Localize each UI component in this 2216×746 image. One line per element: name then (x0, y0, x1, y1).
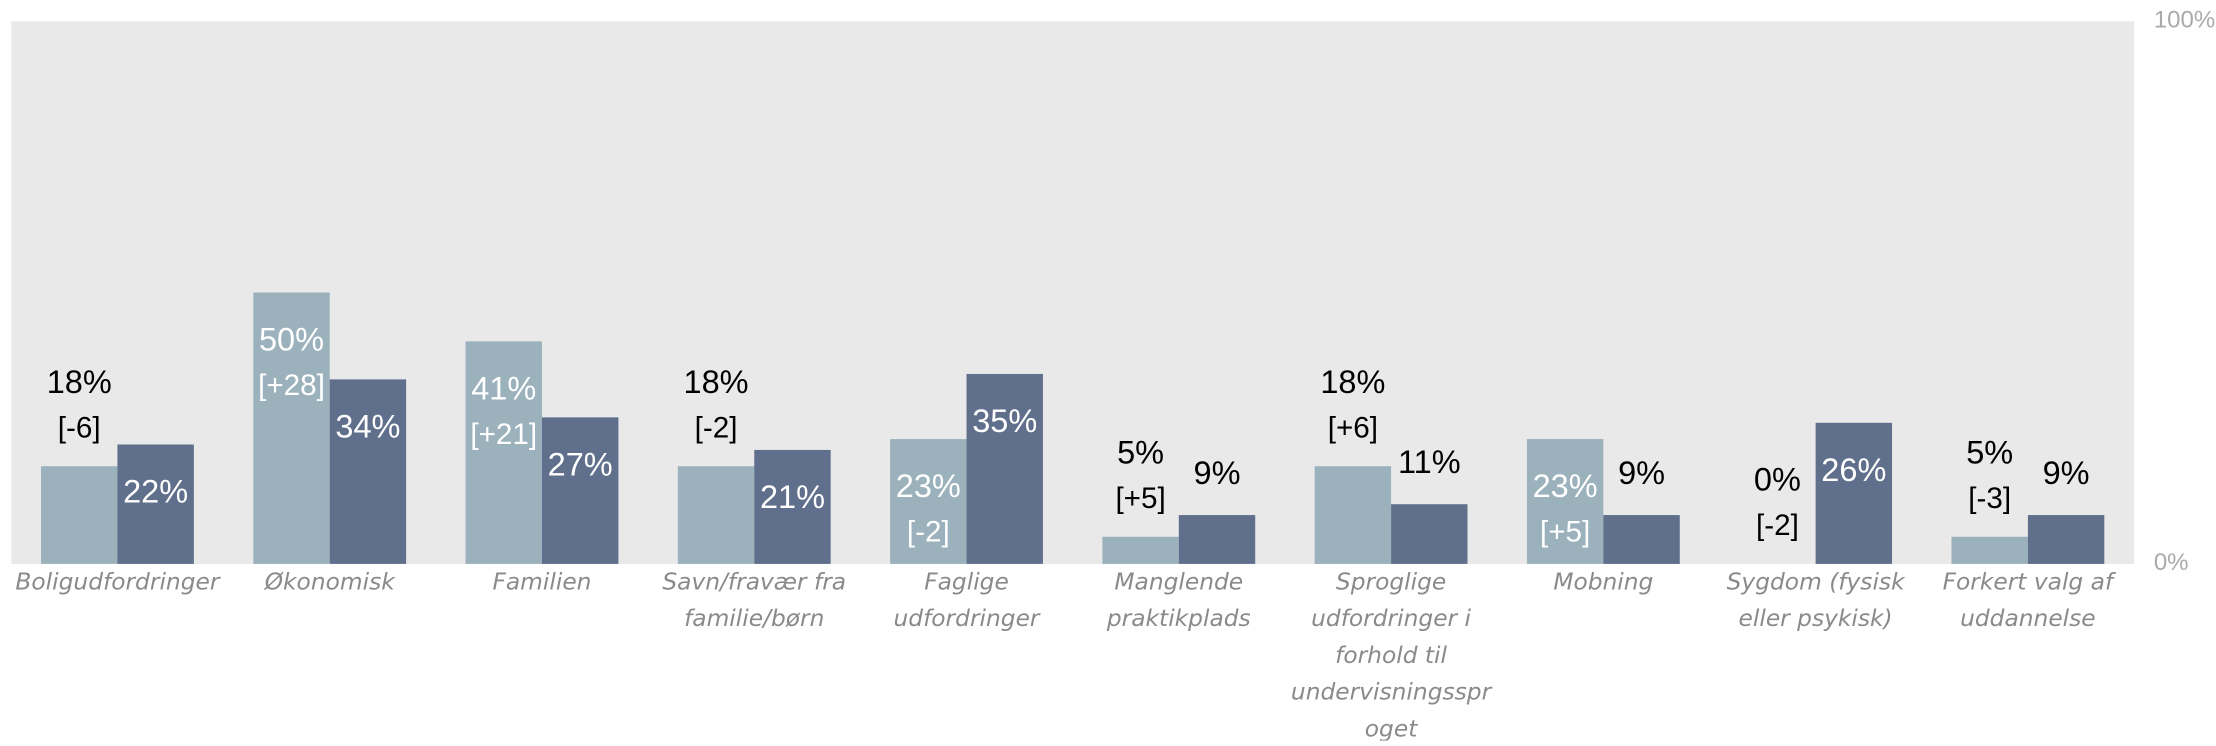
bar (41, 466, 118, 564)
bar (1391, 504, 1468, 564)
bar (1314, 466, 1392, 564)
value-label: 26% (1821, 452, 1886, 488)
bar (1102, 536, 1179, 564)
value-label: 41% (471, 370, 536, 406)
change-label: [+5] (1115, 482, 1165, 515)
x-tick-label: Sproglige udfordringer i forhold til und… (1290, 568, 1492, 741)
value-label: 11% (1398, 444, 1461, 480)
x-tick-label-box: Økonomisk (264, 568, 395, 595)
value-label: 22% (123, 474, 188, 510)
change-label: [+28] (258, 369, 325, 402)
value-label: 18% (1320, 364, 1385, 400)
bar (1815, 422, 1893, 564)
change-label: [+6] (1328, 411, 1378, 444)
bar (966, 373, 1043, 564)
x-tick-label: Økonomisk (264, 568, 395, 595)
y-tick-label: 0% (2154, 549, 2189, 576)
x-tick-label: Manglende praktikplads (1106, 568, 1251, 632)
x-tick-label: Mobning (1553, 568, 1654, 595)
x-tick-label-box: Boligudfordringer (15, 568, 220, 595)
bar (541, 417, 619, 564)
bar (465, 341, 542, 564)
x-tick-label-box: Mobning (1553, 568, 1654, 595)
value-label: 18% (684, 364, 749, 400)
value-label: 34% (335, 408, 400, 444)
value-label: 9% (1194, 455, 1241, 491)
change-label: [-2] (907, 516, 950, 549)
bar (329, 379, 407, 564)
change-label: [-2] (695, 411, 738, 444)
value-label: 18% (47, 364, 112, 400)
x-tick-label: Faglige udfordringer (893, 568, 1040, 632)
bar (890, 439, 967, 564)
x-tick-label: Forkert valg af uddannelse (1942, 568, 2114, 632)
x-tick-label-box: Savn/fravær fra familie/børn (662, 568, 847, 632)
value-label: 5% (1117, 434, 1164, 470)
change-label: [-6] (58, 411, 101, 444)
value-label: 21% (760, 479, 825, 515)
value-label: 27% (548, 446, 613, 482)
value-label: 23% (896, 468, 961, 504)
value-label: 5% (1966, 434, 2013, 470)
change-label: [+5] (1540, 516, 1590, 549)
change-label: [-2] (1756, 509, 1799, 542)
x-tick-label: Familien (492, 568, 592, 595)
x-tick-label: Savn/fravær fra familie/børn (662, 568, 847, 632)
value-label: 35% (972, 403, 1037, 439)
y-tick-label: 100% (2154, 7, 2215, 34)
bar (117, 444, 194, 564)
bar (2027, 515, 2105, 564)
x-tick-label-box: Familien (492, 568, 592, 595)
x-tick-label-box: Manglende praktikplads (1106, 568, 1251, 632)
bar (253, 292, 330, 564)
bar (1951, 536, 2028, 564)
x-tick-label-box: Sproglige udfordringer i forhold til und… (1290, 568, 1492, 741)
x-tick-label: Boligudfordringer (15, 568, 220, 595)
bar (677, 466, 755, 564)
bar (1603, 515, 1680, 564)
x-tick-label: Sygdom (fysisk eller psykisk) (1726, 568, 1905, 632)
change-label: [-3] (1968, 482, 2011, 515)
value-label: 9% (2043, 455, 2090, 491)
x-tick-label-box: Sygdom (fysisk eller psykisk) (1726, 568, 1905, 632)
value-label: 50% (259, 322, 324, 358)
bar (1178, 515, 1256, 564)
bar (1526, 439, 1604, 564)
change-label: [+21] (470, 418, 537, 451)
x-tick-label-box: Faglige udfordringer (893, 568, 1040, 632)
value-label: 23% (1533, 468, 1598, 504)
value-label: 9% (1618, 455, 1665, 491)
bar (754, 449, 831, 564)
value-label: 0% (1754, 462, 1801, 498)
x-tick-label-box: Forkert valg af uddannelse (1942, 568, 2114, 632)
